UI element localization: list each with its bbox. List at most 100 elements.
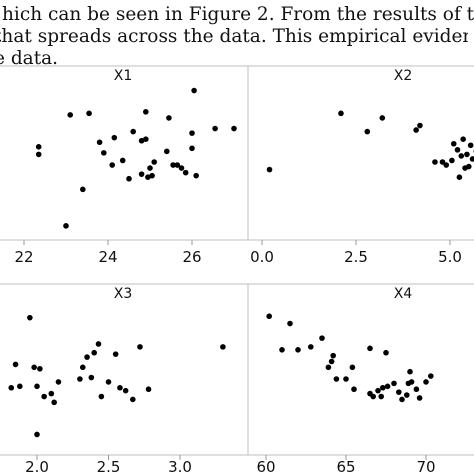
x1-point-10 xyxy=(119,157,126,164)
x1-point-31 xyxy=(212,125,218,132)
x2-point-2 xyxy=(364,128,371,135)
x3-point-12 xyxy=(77,376,83,382)
x4-point-9 xyxy=(333,376,340,382)
caption-line-3: e data. xyxy=(0,48,59,69)
x3-point-21 xyxy=(117,384,123,391)
x1-point-6 xyxy=(96,139,103,146)
x1-point-3 xyxy=(67,112,73,118)
x4-point-18 xyxy=(380,384,386,391)
x3-point-16 xyxy=(91,349,97,356)
x1-point-0 xyxy=(35,144,42,150)
x4-point-22 xyxy=(396,389,402,395)
caption-line-1: hich can be seen in Figure 2. From the r… xyxy=(2,4,474,25)
x4-point-6 xyxy=(325,364,332,371)
x1-point-5 xyxy=(86,110,92,117)
x1-point-16 xyxy=(143,109,149,115)
x2-point-8 xyxy=(443,162,450,168)
x1-point-20 xyxy=(151,159,157,165)
x4-point-13 xyxy=(367,345,373,352)
x1-point-12 xyxy=(130,128,136,135)
x4-point-7 xyxy=(328,358,335,365)
x3-point-13 xyxy=(79,364,86,371)
x3-point-18 xyxy=(98,393,105,400)
x3-point-8 xyxy=(41,393,47,400)
x3-point-24 xyxy=(137,344,143,350)
x3-point-0 xyxy=(8,384,15,391)
x2-point-12 xyxy=(456,174,463,180)
x1-point-2 xyxy=(63,223,69,229)
x4-point-15 xyxy=(370,393,377,400)
x2-point-3 xyxy=(379,115,386,121)
x1-point-9 xyxy=(111,134,118,141)
x3-point-19 xyxy=(105,379,112,385)
x2-point-18 xyxy=(467,142,474,149)
x1-point-28 xyxy=(189,130,195,136)
x2-tick-label-2: 5.0 xyxy=(438,248,462,266)
x3-point-17 xyxy=(95,341,102,347)
x1-point-27 xyxy=(189,145,195,152)
x2-point-11 xyxy=(454,147,461,153)
x4-point-23 xyxy=(399,396,405,403)
x4-point-12 xyxy=(351,386,357,393)
x4-point-26 xyxy=(407,368,413,375)
x3-point-4 xyxy=(31,364,37,371)
x1-point-8 xyxy=(109,162,115,168)
x3-point-14 xyxy=(84,354,90,360)
panel-title-x4: X4 xyxy=(394,286,413,302)
x4-point-16 xyxy=(375,387,381,394)
x1-point-22 xyxy=(166,115,172,121)
x1-tick-label-2: 26 xyxy=(182,248,201,266)
x3-point-25 xyxy=(145,386,152,393)
x4-point-11 xyxy=(349,364,356,371)
x1-point-14 xyxy=(138,137,145,144)
x1-point-1 xyxy=(35,151,42,158)
x2-point-13 xyxy=(458,153,465,159)
x4-point-29 xyxy=(416,395,423,401)
x4-tick-label-2: 70 xyxy=(416,458,435,474)
panel-title-x1: X1 xyxy=(114,68,133,84)
x1-point-15 xyxy=(143,136,149,142)
x4-point-3 xyxy=(295,347,301,353)
x1-point-11 xyxy=(126,175,132,182)
panel-title-x2: X2 xyxy=(394,68,413,84)
x4-point-28 xyxy=(413,386,420,393)
panel-title-x3: X3 xyxy=(114,286,133,302)
x2-point-4 xyxy=(413,127,419,133)
x2-point-19 xyxy=(469,156,474,162)
x3-point-26 xyxy=(220,344,226,350)
x4-point-24 xyxy=(404,392,410,398)
x4-point-10 xyxy=(343,376,349,382)
x4-tick-label-1: 65 xyxy=(336,458,355,474)
x4-point-0 xyxy=(266,313,273,320)
x1-tick-label-1: 24 xyxy=(98,248,117,266)
x2-point-10 xyxy=(450,140,457,147)
x1-point-30 xyxy=(193,172,199,179)
x2-point-9 xyxy=(449,157,455,164)
x1-point-13 xyxy=(138,171,145,177)
x1-point-24 xyxy=(174,162,181,168)
x3-point-23 xyxy=(130,396,136,403)
x1-point-26 xyxy=(182,169,189,176)
x2-point-1 xyxy=(338,110,344,117)
x1-point-17 xyxy=(145,174,151,180)
x4-point-31 xyxy=(428,373,434,379)
x4-point-17 xyxy=(378,393,385,400)
x4-point-21 xyxy=(391,380,397,387)
x4-point-1 xyxy=(279,347,285,353)
x2-point-5 xyxy=(417,122,423,129)
x4-point-30 xyxy=(423,379,429,385)
x2-point-17 xyxy=(466,163,472,170)
x4-point-5 xyxy=(319,335,325,341)
x4-point-8 xyxy=(330,352,337,359)
x1-point-18 xyxy=(147,165,153,171)
x3-tick-label-2: 3.0 xyxy=(168,458,192,474)
x2-tick-label-1: 2.5 xyxy=(344,248,368,266)
x1-point-25 xyxy=(178,165,185,171)
x1-point-4 xyxy=(80,186,86,193)
x3-tick-label-0: 2.0 xyxy=(25,458,49,474)
x4-tick-label-0: 60 xyxy=(256,458,275,474)
x2-tick-label-0: 0.0 xyxy=(250,248,274,266)
x1-point-19 xyxy=(149,172,155,179)
x1-point-29 xyxy=(191,87,197,94)
